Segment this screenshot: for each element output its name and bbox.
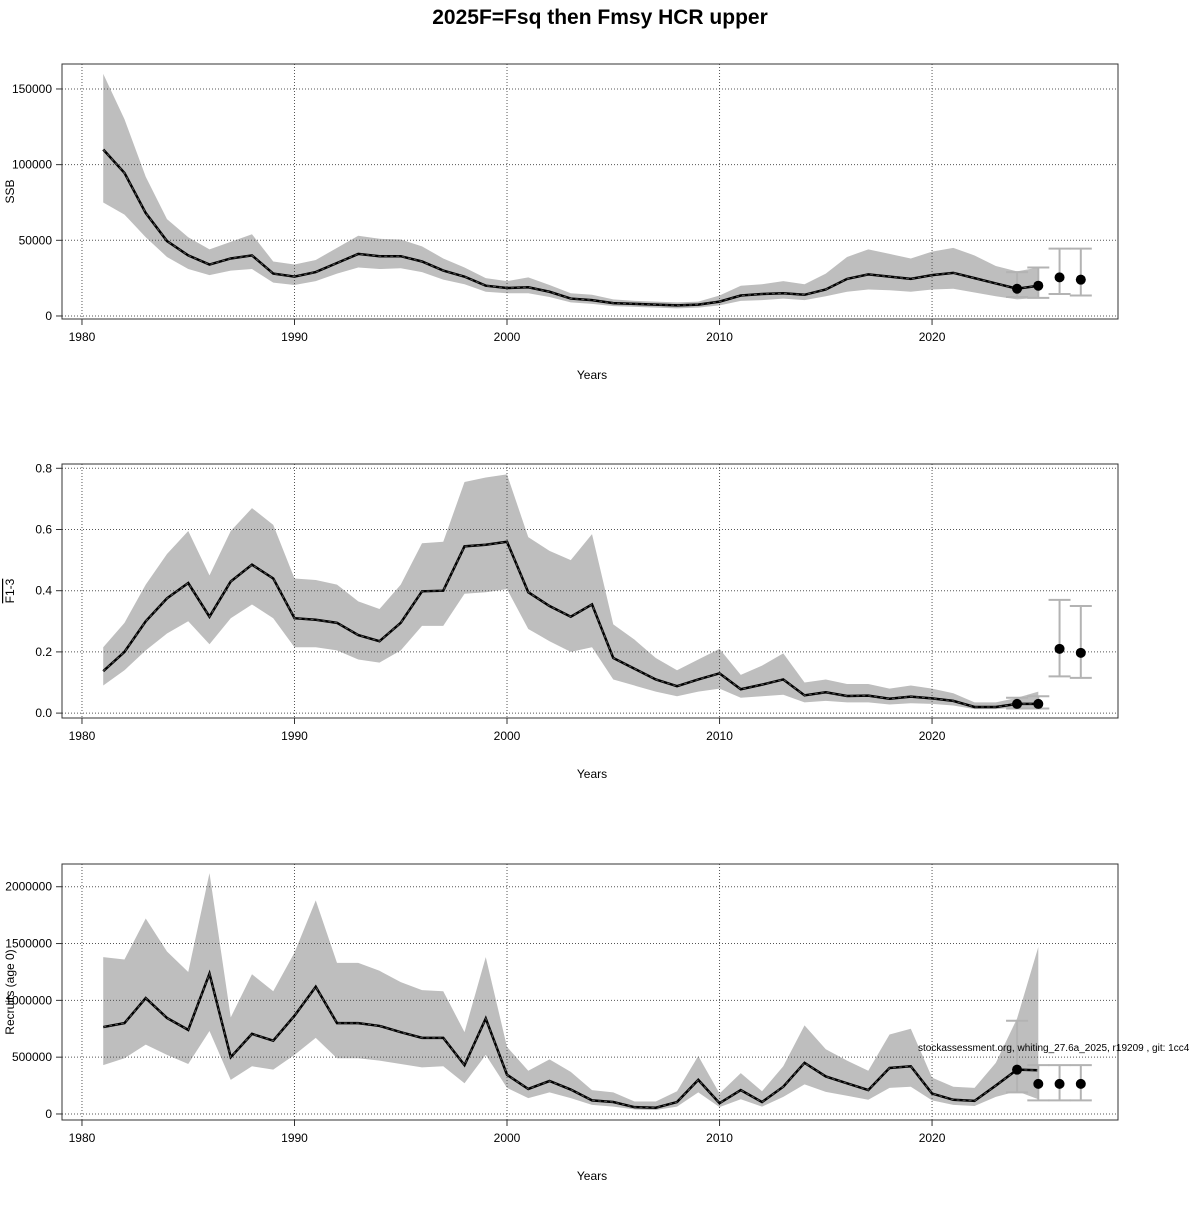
x-tick-label: 1990 — [281, 1131, 308, 1145]
x-tick-label: 1990 — [281, 330, 308, 344]
y-tick-label: 0.2 — [35, 645, 52, 659]
forecast-point — [1075, 1078, 1086, 1089]
y-tick-label: 0.4 — [35, 584, 52, 598]
panel-2: 1980 1990 2000 2010 2020 0.0 0.2 0.4 0.6 0.8 Years… — [3, 461, 1119, 781]
x-tick-label: 1980 — [69, 729, 96, 743]
y-tick-label: 0 — [45, 309, 52, 323]
x-tick-label: 2020 — [919, 330, 946, 344]
x-tick-label: 2010 — [706, 1131, 733, 1145]
chart-title: 2025F=Fsq then Fmsy HCR upper — [432, 6, 768, 29]
y-tick-label: 0 — [45, 1107, 52, 1121]
x-tick-label: 2010 — [706, 729, 733, 743]
confidence-band — [103, 73, 1039, 309]
plot-frame — [61, 63, 1119, 320]
forecast-point — [1033, 1078, 1044, 1089]
forecast-point — [1075, 274, 1086, 285]
forecast-point — [1012, 1064, 1023, 1075]
x-tick-label: 1980 — [69, 1131, 96, 1145]
y-tick-label: 100000 — [12, 158, 52, 172]
estimate-line-dash — [103, 971, 1039, 1109]
x-tick-label: 2020 — [919, 729, 946, 743]
x-axis-label: Years — [577, 767, 607, 781]
y-tick-label: 1500000 — [5, 937, 52, 951]
y-tick-label: 500000 — [12, 1050, 52, 1064]
panel-1: 1980 1990 2000 2010 2020 0 50000 100000 150000 Ye… — [3, 63, 1119, 382]
x-tick-label: 2000 — [494, 729, 521, 743]
x-tick-label: 2000 — [494, 330, 521, 344]
plot-frame — [61, 863, 1119, 1121]
y-tick-label: 1000000 — [5, 993, 52, 1007]
y-axis-label: F1-3 — [3, 578, 17, 603]
x-tick-label: 2000 — [494, 1131, 521, 1145]
y-tick-label: 150000 — [12, 82, 52, 96]
estimate-line-dash — [102, 541, 1039, 708]
y-axis-label: Recruits (age 0) — [3, 949, 17, 1034]
y-tick-label: 2000000 — [5, 880, 52, 894]
confidence-band — [103, 873, 1039, 1111]
confidence-band — [103, 474, 1039, 710]
y-tick-label: 50000 — [19, 233, 53, 247]
y-axis-label: SSB — [3, 179, 17, 203]
forecast-point — [1033, 280, 1044, 291]
x-tick-label: 1990 — [281, 729, 308, 743]
x-axis-label: Years — [577, 368, 607, 382]
x-tick-label: 1980 — [69, 330, 96, 344]
x-axis-label: Years — [577, 1169, 607, 1183]
forecast-point — [1054, 643, 1065, 654]
forecast-point — [1075, 647, 1086, 658]
forecast-point — [1054, 1078, 1065, 1089]
panel-3: 1980 1990 2000 2010 2020 0 500000 1000000 150000… — [3, 863, 1119, 1183]
y-tick-label: 0.0 — [35, 706, 52, 720]
x-tick-label: 2020 — [919, 1131, 946, 1145]
x-tick-label: 2010 — [706, 330, 733, 344]
y-tick-label: 0.6 — [35, 522, 52, 536]
y-tick-label: 0.8 — [35, 461, 52, 475]
estimate-line-dash — [102, 149, 1039, 306]
footnote-annotation: stockassessment.org, whiting_27.6a_2025,… — [918, 1043, 1190, 1054]
forecast-point — [1012, 698, 1023, 709]
forecast-point — [1054, 272, 1065, 283]
forecast-point — [1012, 283, 1023, 294]
forecast-point — [1033, 698, 1044, 709]
